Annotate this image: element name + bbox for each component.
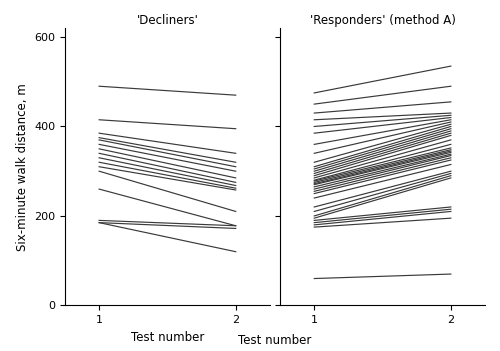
Title: 'Decliners': 'Decliners': [136, 14, 198, 27]
Title: 'Responders' (method A): 'Responders' (method A): [310, 14, 456, 27]
X-axis label: Test number: Test number: [131, 331, 204, 344]
Text: Test number: Test number: [238, 335, 312, 347]
Y-axis label: Six-minute walk distance, m: Six-minute walk distance, m: [16, 83, 28, 251]
